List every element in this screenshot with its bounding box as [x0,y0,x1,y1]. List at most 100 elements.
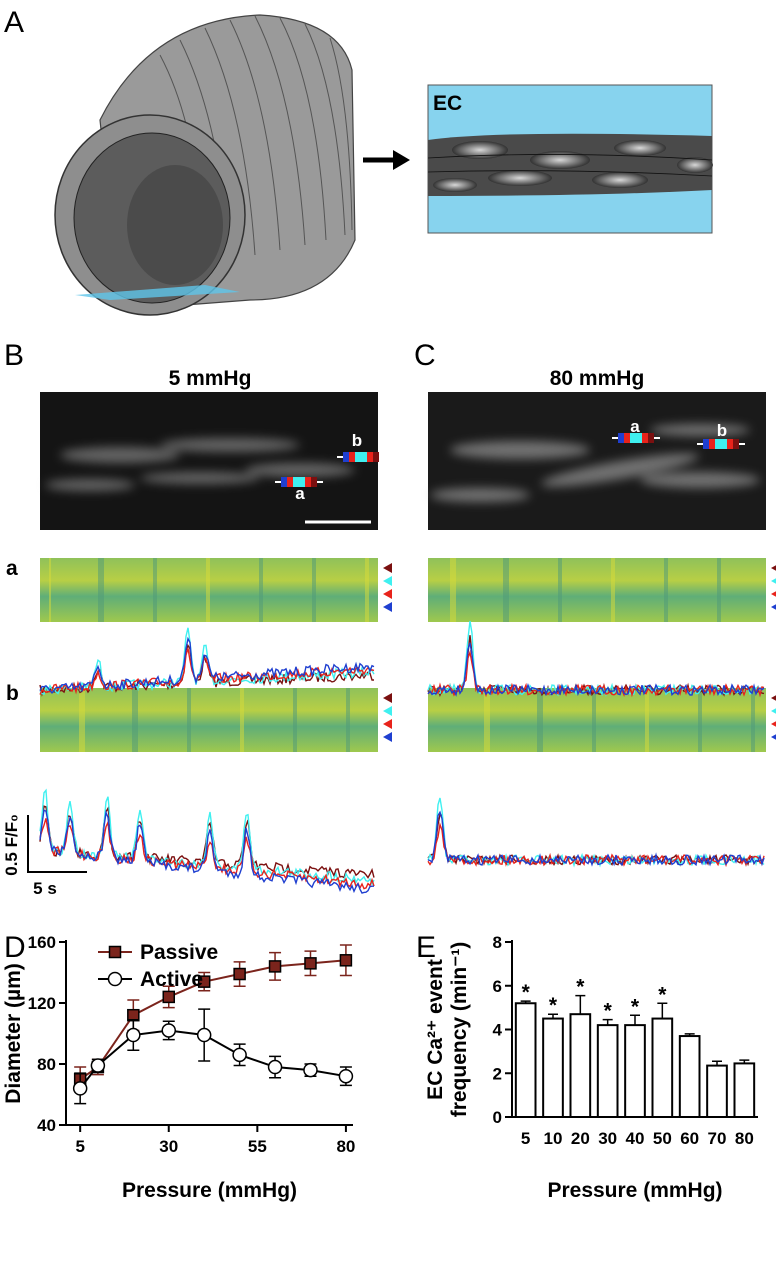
x-axis-label: Pressure (mmHg) [547,1179,722,1202]
bar [569,1013,592,1118]
y-tick-label: 120 [28,994,56,1013]
row-label: a [6,557,18,580]
x-tick-label: 50 [653,1129,672,1148]
error-bar [657,1002,668,1019]
panel-label: A [4,6,24,39]
y-axis-label: frequency (min⁻¹) [448,942,471,1118]
marker [338,1068,354,1084]
marker [303,1062,318,1078]
condition-label: 80 mmHg [550,367,645,390]
y-tick-label: 0 [493,1108,502,1127]
bar [624,1024,646,1118]
marker [233,967,246,981]
channel-arrow [383,693,392,703]
channel-arrow [771,734,776,740]
x-tick-label: 80 [336,1137,355,1156]
vessel-drawing [54,14,356,316]
roi-segment [715,439,721,449]
marker [126,1027,141,1043]
channel-arrow [771,591,776,597]
scale-bar [27,815,87,873]
error-bar [630,1014,640,1026]
marker [339,954,353,967]
y-axis-label: EC Ca²⁺ event [424,959,447,1100]
x-tick-label: 30 [598,1129,617,1148]
condition-label: 5 mmHg [169,367,252,390]
trace [39,809,374,894]
channel-arrow [771,604,776,610]
x-axis-label: Pressure (mmHg) [122,1179,297,1202]
marker [304,957,317,970]
y-tick-label: 8 [493,933,502,952]
y-tick-label: 2 [493,1064,502,1083]
scale-x-label: 5 s [33,879,57,898]
marker [268,960,282,973]
roi-segment [287,477,293,487]
trace [39,636,375,694]
traces [39,620,765,894]
trace [427,810,765,867]
trace [427,642,765,697]
trace [427,813,765,867]
error-bar [575,994,586,1015]
y-tick-label: 6 [493,977,502,996]
roi-label: b [717,421,727,440]
roi-segment [311,477,317,487]
roi-segment [733,439,739,449]
kymograph [428,688,766,752]
roi-label: a [630,417,640,436]
roi-segment [349,452,355,462]
bar [706,1064,728,1118]
marker [197,975,211,988]
bar [514,1002,537,1118]
roi-segment [624,433,630,443]
y-tick-label: 4 [493,1021,503,1040]
marker [90,1058,106,1073]
x-tick-label: 30 [159,1137,178,1156]
roi-segment [281,477,287,487]
y-tick-label: 40 [37,1116,56,1135]
significance-mark: * [604,1000,613,1023]
marker [232,1047,247,1063]
x-tick-label: 5 [521,1129,530,1148]
x-tick-label: 70 [708,1129,727,1148]
roi-segment [648,433,654,443]
channel-arrow [383,589,392,599]
roi-segment [367,452,373,462]
roi-segment [636,433,642,443]
x-tick-label: 80 [735,1129,754,1148]
x-tick-label: 60 [680,1129,699,1148]
panel-label: D [4,931,26,964]
x-tick-label: 20 [571,1129,590,1148]
x-tick-label: 5 [75,1137,84,1156]
legend-marker [108,945,122,959]
bar [678,1035,701,1118]
trace [39,627,375,695]
roi-segment [703,439,709,449]
trace [39,648,375,695]
marker [161,1023,177,1038]
arrow [363,150,410,170]
panel-label: B [4,339,24,372]
kymograph [428,558,766,622]
channel-arrow [383,732,392,742]
roi-segment [293,477,299,487]
kymograph [40,688,378,752]
marker [196,1027,212,1043]
roi-segment [709,439,715,449]
y-axis-label: Diameter (µm) [2,963,25,1103]
ec-label: EC [433,92,462,115]
panel-label: E [416,931,436,964]
roi-segment [727,439,733,449]
roi-segment [355,452,361,462]
roi-segment [630,433,636,443]
marker [267,1059,283,1075]
channel-arrow [771,721,776,727]
row-label: b [6,682,19,705]
roi-segment [721,439,727,449]
channel-arrow [383,602,392,612]
channel-arrow [383,706,392,716]
x-tick-label: 10 [544,1129,563,1148]
series-line [79,1029,347,1090]
